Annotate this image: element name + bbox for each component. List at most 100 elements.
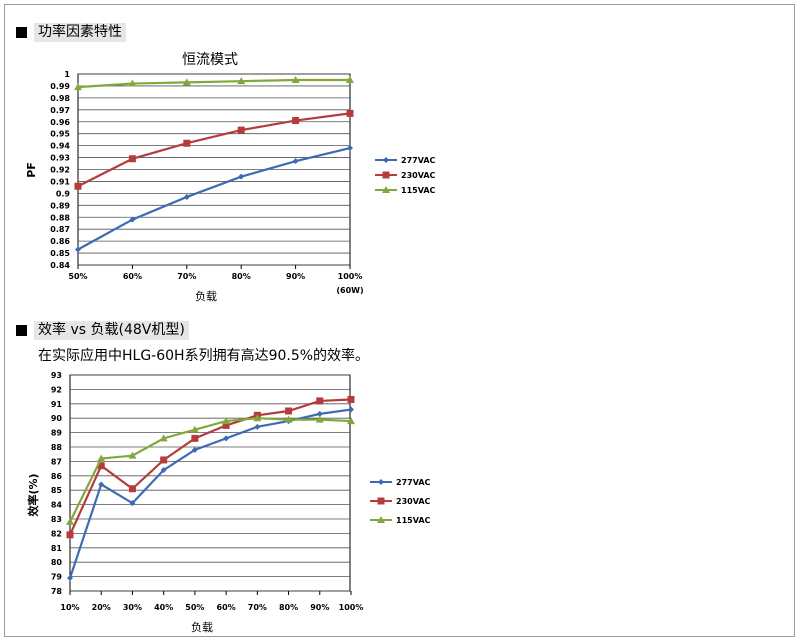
chart2-x-tick-label: 70% <box>248 603 267 612</box>
chart2-y-tick-label: 80 <box>51 558 63 567</box>
chart1-legend-label: 115VAC <box>401 186 436 195</box>
chart1-data-point <box>128 155 136 163</box>
chart2-y-axis-label: 效率(%) <box>26 473 40 516</box>
chart2-x-tick-label: 40% <box>154 603 173 612</box>
chart1-data-point <box>129 216 136 223</box>
chart2-y-tick-label: 91 <box>51 400 63 409</box>
chart1-x-axis-label: 负载 <box>195 289 217 303</box>
chart2-y-tick-label: 81 <box>51 544 63 553</box>
chart2-data-point <box>160 467 167 474</box>
chart1-series-115VAC <box>74 75 354 91</box>
chart1-data-point <box>346 75 354 83</box>
chart1-x-tick-label: 70% <box>177 272 196 281</box>
chart2-data-point <box>67 575 73 582</box>
chart2-series-115VAC <box>66 414 355 525</box>
chart2-y-tick-label: 90 <box>51 414 63 423</box>
chart1-x-tick-label: 60% <box>123 272 142 281</box>
chart1-data-point <box>183 139 191 147</box>
chart2-y-tick-label: 79 <box>51 573 63 582</box>
chart1-series-line <box>77 112 351 188</box>
chart2-series-line <box>68 408 352 579</box>
chart2-data-point <box>284 415 293 423</box>
chart2-data-point <box>160 456 168 464</box>
chart2-data-point <box>222 421 230 429</box>
chart1-series-277VAC <box>75 145 353 253</box>
chart2-x-tick-label: 100% <box>339 603 364 612</box>
chart1-data-point <box>75 246 81 253</box>
chart1-y-tick-label: 0.88 <box>50 213 70 222</box>
chart2-x-tick-label: 50% <box>185 603 204 612</box>
section-heading-pf: 功率因素特性 <box>16 23 126 42</box>
chart1-y-tick-label: 0.86 <box>50 237 70 246</box>
chart1-data-point <box>238 173 245 180</box>
chart2-data-point <box>190 425 199 433</box>
chart2-y-tick-label: 93 <box>51 371 62 380</box>
chart2-x-tick-label: 90% <box>310 603 329 612</box>
chart1-y-tick-label: 0.96 <box>50 118 70 127</box>
chart2-x-tick-label: 20% <box>92 603 111 612</box>
square-bullet-icon <box>16 27 27 38</box>
chart2-y-tick-label: 85 <box>51 486 63 495</box>
chart2-y-tick-label: 78 <box>51 587 63 596</box>
chart2-data-point <box>159 434 168 442</box>
chart2-data-point <box>66 517 74 525</box>
chart1-x-tick-label: 100% <box>338 272 363 281</box>
chart2-data-point <box>128 451 137 459</box>
chart1-y-tick-label: 0.94 <box>50 142 70 151</box>
chart1-x-note: (60W) <box>336 286 363 295</box>
chart1-y-axis-label: PF <box>25 162 38 178</box>
chart1-y-tick-label: 0.9 <box>56 189 71 198</box>
chart1-legend-marker <box>382 186 390 193</box>
chart2-data-point <box>191 434 199 442</box>
chart2-data-point <box>316 410 323 417</box>
chart2-legend-entry: 230VAC <box>370 497 431 506</box>
chart2-y-tick-label: 86 <box>51 472 63 481</box>
chart2-x-tick-label: 80% <box>279 603 298 612</box>
chart2-data-point <box>97 462 105 470</box>
chart1-legend-marker <box>382 171 390 179</box>
chart2-plot-area <box>69 374 351 592</box>
chart1-data-point <box>74 182 82 190</box>
chart1-x-tick-label: 90% <box>286 272 305 281</box>
chart2-legend-label: 230VAC <box>396 497 431 506</box>
section-heading-efficiency: 效率 vs 负载(48V机型) <box>16 321 189 340</box>
chart2-y-tick-label: 84 <box>51 501 63 510</box>
chart1-legend-marker <box>383 157 389 163</box>
chart1-legend-entry: 277VAC <box>375 156 436 165</box>
chart1-x-tick-label: 80% <box>232 272 251 281</box>
chart1-y-tick-label: 0.85 <box>50 249 70 258</box>
chart2-legend-label: 115VAC <box>396 516 431 525</box>
chart2-data-point <box>97 454 106 462</box>
chart2-data-point <box>347 417 355 425</box>
chart2-y-tick-label: 88 <box>51 443 63 452</box>
chart1-legend-entry: 230VAC <box>375 171 436 180</box>
chart1-y-tick-label: 0.87 <box>50 225 70 234</box>
chart2-data-point <box>253 414 262 422</box>
chart1-data-point <box>128 79 137 87</box>
efficiency-description: 在实际应用中HLG-60H系列拥有高达90.5%的效率。 <box>38 348 370 364</box>
section-heading-efficiency-text: 效率 vs 负载(48V机型) <box>34 321 189 340</box>
chart1-data-point <box>292 117 300 125</box>
chart2-data-point <box>347 395 355 403</box>
chart2-data-point <box>316 397 324 405</box>
chart1-data-point <box>292 158 299 165</box>
chart2-legend-entry: 277VAC <box>370 478 431 487</box>
chart2-data-point <box>254 423 261 430</box>
chart2-series-line <box>68 398 352 536</box>
chart2-data-point <box>128 485 136 493</box>
chart2-data-point <box>66 531 74 539</box>
chart1-data-point <box>291 75 300 83</box>
chart2-data-point <box>98 481 105 488</box>
section-heading-pf-text: 功率因素特性 <box>34 23 126 42</box>
chart2-legend-marker <box>377 497 385 505</box>
chart2-data-point <box>285 407 293 415</box>
chart2-series-230VAC <box>66 395 355 539</box>
chart1-y-tick-label: 0.99 <box>50 82 70 91</box>
chart2-data-point <box>315 415 324 423</box>
square-bullet-icon <box>16 325 27 336</box>
chart2-y-tick-label: 92 <box>51 385 62 394</box>
chart2-legend-marker <box>378 479 384 485</box>
chart1-data-point <box>74 83 82 91</box>
chart2-legend-label: 277VAC <box>396 478 431 487</box>
chart2-x-tick-label: 10% <box>60 603 79 612</box>
